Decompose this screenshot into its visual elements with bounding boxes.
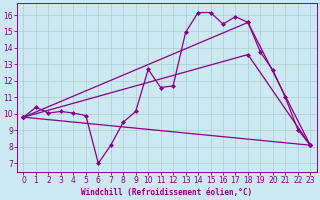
- X-axis label: Windchill (Refroidissement éolien,°C): Windchill (Refroidissement éolien,°C): [81, 188, 252, 197]
